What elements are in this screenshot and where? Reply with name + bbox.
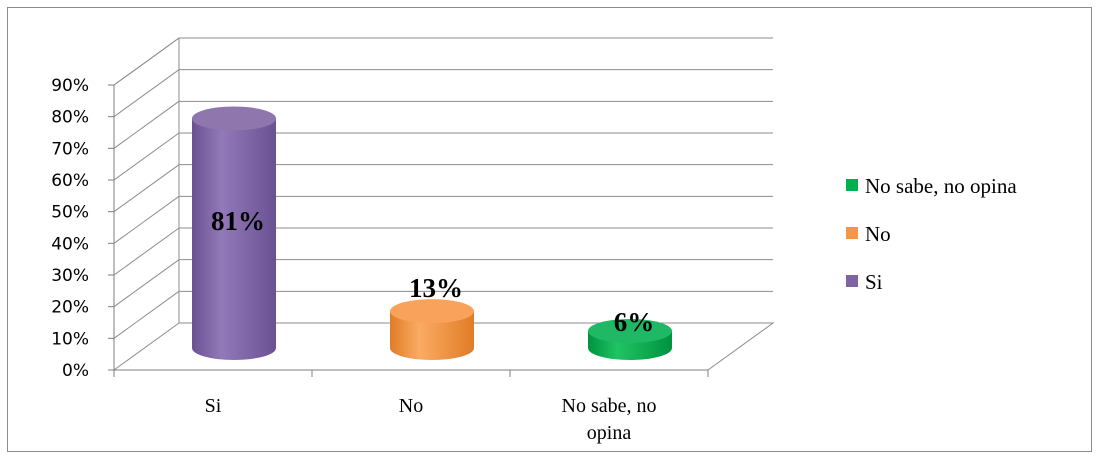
gridline-side	[113, 227, 180, 276]
legend-swatch	[846, 179, 858, 191]
x-axis-ticks: Si No No sabe, no opina	[205, 395, 657, 444]
gridline-side	[113, 195, 180, 244]
x-tick-label: No sabe, no opina	[562, 395, 657, 444]
legend-swatch	[846, 275, 858, 287]
y-tick-label: 20%	[51, 298, 89, 318]
bar-no-sabe-no-opina	[588, 319, 672, 360]
y-axis-ticks: 0% 10% 20% 30% 40% 50% 60% 70% 80% 90%	[51, 76, 89, 381]
bar-top	[588, 319, 672, 343]
y-tick-label: 70%	[51, 139, 89, 159]
bar-si	[192, 106, 276, 360]
y-tick-label: 80%	[51, 108, 89, 128]
gridlines	[113, 37, 773, 339]
legend-item: No	[846, 222, 891, 246]
legend-label: Si	[865, 270, 883, 294]
legend-item: No sabe, no opina	[846, 174, 1017, 198]
bar-no	[390, 299, 474, 360]
gridline-side	[113, 290, 180, 339]
gridline-side	[113, 100, 180, 149]
data-label: 81%	[211, 206, 265, 236]
axes	[108, 84, 709, 377]
y-tick-label: 10%	[51, 329, 89, 349]
y-tick-label: 50%	[51, 203, 89, 223]
y-tick-label: 30%	[51, 266, 89, 286]
bar-top-highlight	[390, 299, 474, 324]
x-tick-label: Si	[205, 395, 222, 417]
y-tick-label: 40%	[51, 234, 89, 254]
legend-item: Si	[846, 270, 883, 294]
bar-top-highlight	[192, 106, 276, 131]
data-labels: 81% 13% 6%	[211, 206, 654, 337]
gridline-side	[113, 164, 180, 213]
legend-label: No	[865, 222, 891, 246]
gridline-side	[113, 132, 180, 181]
bar-body	[390, 311, 474, 360]
chart-frame	[7, 7, 1092, 452]
x-tick-label: No	[399, 395, 423, 417]
bar-top	[390, 299, 474, 324]
bar-body	[192, 118, 276, 360]
bar-top	[192, 106, 276, 131]
y-tick-label: 0%	[62, 361, 89, 381]
legend-swatch	[846, 227, 858, 239]
gridline-side	[113, 69, 180, 118]
bars	[192, 106, 672, 360]
y-tick-label: 90%	[51, 76, 89, 96]
legend: No sabe, no opina No Si	[846, 174, 1017, 294]
gridline-side	[113, 37, 180, 86]
bar-top-highlight	[588, 319, 672, 343]
gridline-side	[113, 259, 180, 308]
legend-label: No sabe, no opina	[865, 174, 1017, 198]
data-label: 13%	[409, 273, 463, 303]
y-tick-label: 60%	[51, 171, 89, 191]
data-label: 6%	[614, 307, 655, 337]
